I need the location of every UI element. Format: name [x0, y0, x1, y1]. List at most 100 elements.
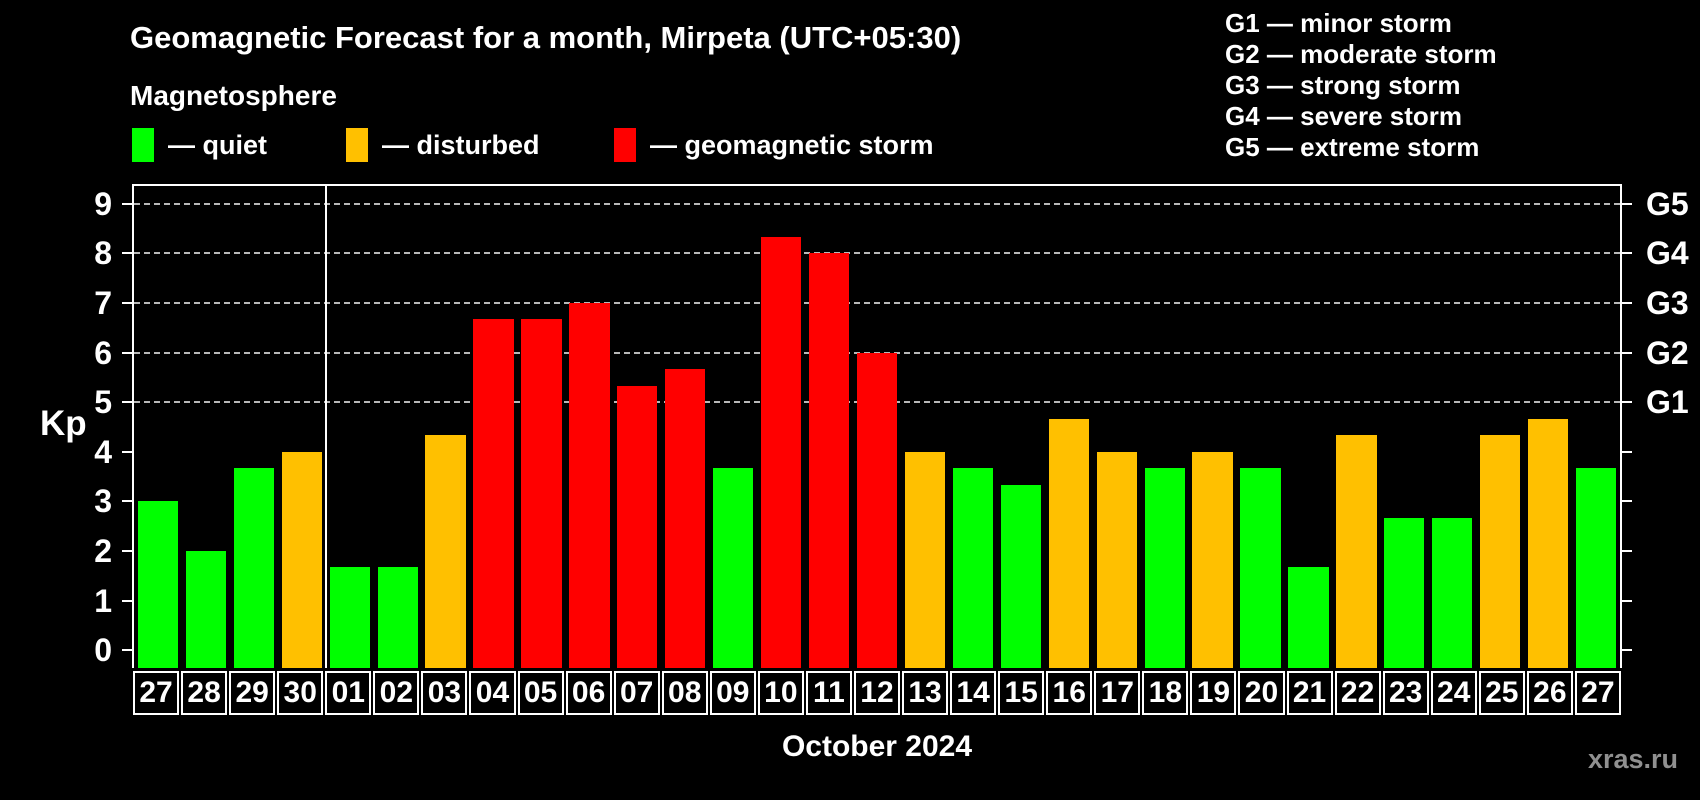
y-axis-tick-right-8 — [1622, 252, 1632, 255]
page-title: Geomagnetic Forecast for a month, Mirpet… — [130, 20, 962, 55]
y-axis-tick-left-8 — [122, 252, 132, 255]
kp-bar-day-27 — [1575, 468, 1617, 668]
kp-bar-day-09 — [713, 468, 754, 668]
y-axis-label-0: 0 — [94, 632, 112, 669]
y-axis-tick-left-7 — [122, 302, 132, 305]
g-scale-legend: G1 — minor storm G2 — moderate storm G3 … — [1225, 8, 1497, 163]
y-axis-tick-right-1 — [1622, 599, 1632, 602]
month-separator-line — [324, 186, 327, 668]
kp-bar-day-19 — [1192, 451, 1233, 668]
day-label-21: 21 — [1286, 671, 1333, 715]
kp-bar-day-21 — [1288, 567, 1329, 668]
kp-bar-day-13 — [904, 451, 946, 668]
bar-slot-25 — [1476, 186, 1524, 668]
kp-bar-day-02 — [377, 567, 418, 668]
kp-bar-day-30 — [281, 451, 322, 668]
bar-slot-19 — [1189, 186, 1237, 668]
bar-slot-12 — [853, 186, 901, 668]
y-axis-tick-left-6 — [122, 351, 132, 354]
day-label-27: 27 — [133, 671, 180, 715]
storm-color-swatch — [614, 128, 636, 162]
bar-slot-22 — [1332, 186, 1380, 668]
gridline-kp6 — [134, 351, 1620, 354]
g5-legend-line: G5 — extreme storm — [1225, 132, 1480, 162]
y-axis-tick-left-9 — [122, 202, 132, 205]
day-label-15: 15 — [998, 671, 1045, 715]
day-label-08: 08 — [661, 671, 708, 715]
y-axis-label-5: 5 — [94, 384, 112, 421]
plot-area: 0 1 2 3 4 5 6 7 8 9 G5 G4 G3 G2 G1 — [94, 184, 1689, 668]
bar-slot-26 — [1524, 186, 1572, 668]
gridline-kp9 — [134, 202, 1620, 205]
bar-slot-24 — [1428, 186, 1476, 668]
kp-bar-day-03 — [425, 435, 466, 668]
bar-slot-14 — [949, 186, 997, 668]
day-label-25: 25 — [1478, 671, 1525, 715]
day-label-20: 20 — [1238, 671, 1285, 715]
bar-slot-09 — [709, 186, 757, 668]
y-axis-tick-right-0 — [1622, 649, 1632, 652]
kp-bar-day-14 — [952, 468, 994, 668]
g3-legend-line: G3 — strong storm — [1225, 70, 1461, 100]
y-axis-label-1: 1 — [94, 582, 112, 619]
day-label-06: 06 — [565, 671, 612, 715]
x-axis-day-labels: 27 28 29 30 01 02 03 04 05 06 07 08 09 10 11 12 13 14 15 16… — [132, 671, 1622, 715]
bar-slot-02 — [374, 186, 422, 668]
kp-bar-day-10 — [761, 237, 802, 668]
day-label-09: 09 — [709, 671, 756, 715]
day-label-13: 13 — [902, 671, 949, 715]
bar-slot-30 — [278, 186, 326, 668]
kp-bar-day-28 — [185, 550, 227, 668]
bar-slot-29 — [230, 186, 278, 668]
y-axis-label-7: 7 — [94, 285, 112, 322]
bar-slot-17 — [1093, 186, 1141, 668]
bar-slot-05 — [518, 186, 566, 668]
day-label-16: 16 — [1046, 671, 1093, 715]
chart-subtitle: Magnetosphere — [130, 80, 337, 111]
bars — [134, 186, 1620, 668]
day-label-17: 17 — [1094, 671, 1141, 715]
kp-bar-day-08 — [665, 368, 706, 668]
day-label-18: 18 — [1142, 671, 1189, 715]
bar-slot-08 — [661, 186, 709, 668]
y-axis-tick-left-0 — [122, 649, 132, 652]
y-axis-tick-left-4 — [122, 450, 132, 453]
y-axis-tick-right-7 — [1622, 302, 1632, 305]
bar-slot-21 — [1285, 186, 1333, 668]
y-axis-tick-right-5 — [1622, 401, 1632, 404]
g1-legend-line: G1 — minor storm — [1225, 8, 1452, 38]
legend-label-quiet: — quiet — [168, 129, 267, 160]
bar-slot-11 — [805, 186, 853, 668]
day-label-11: 11 — [805, 671, 852, 715]
kp-bar-day-11 — [808, 253, 850, 668]
day-label-05: 05 — [517, 671, 564, 715]
right-axis-label-g5: G5 — [1646, 185, 1689, 222]
y-axis-tick-left-2 — [122, 549, 132, 552]
right-axis-label-g4: G4 — [1646, 235, 1689, 272]
bar-slot-27 — [134, 186, 182, 668]
day-label-03: 03 — [421, 671, 468, 715]
right-axis-label-g2: G2 — [1646, 334, 1689, 371]
disturbed-color-swatch — [346, 128, 368, 162]
bar-slot-10 — [757, 186, 805, 668]
kp-bar-day-07 — [617, 385, 658, 668]
bar-slot-06 — [565, 186, 613, 668]
bar-slot-13 — [901, 186, 949, 668]
kp-bar-day-18 — [1144, 468, 1185, 668]
bar-slot-16 — [1045, 186, 1093, 668]
kp-bar-day-05 — [521, 319, 562, 668]
day-label-23: 23 — [1382, 671, 1429, 715]
y-axis-label-4: 4 — [94, 433, 112, 470]
bar-slot-20 — [1237, 186, 1285, 668]
kp-bar-day-12 — [856, 352, 898, 668]
quiet-color-swatch — [132, 128, 154, 162]
kp-bar-day-01 — [329, 567, 370, 668]
kp-bar-day-25 — [1480, 435, 1521, 668]
bar-slot-03 — [422, 186, 470, 668]
day-label-24: 24 — [1430, 671, 1477, 715]
kp-bar-day-22 — [1336, 435, 1377, 668]
kp-bar-day-15 — [1000, 485, 1041, 668]
right-axis-label-g3: G3 — [1646, 285, 1689, 322]
day-label-12: 12 — [853, 671, 900, 715]
